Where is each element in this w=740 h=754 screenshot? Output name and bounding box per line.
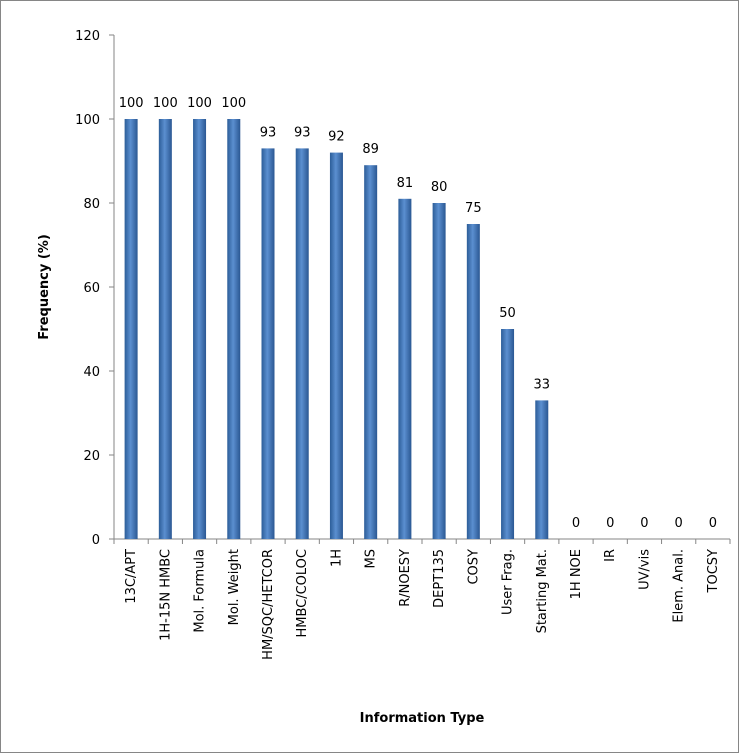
data-label: 93 bbox=[294, 125, 311, 140]
y-tick-label: 120 bbox=[75, 29, 100, 44]
x-tick-label: 1H NOE bbox=[569, 549, 584, 599]
x-tick-label: MS bbox=[364, 549, 379, 568]
bar bbox=[466, 224, 480, 539]
y-tick-label: 80 bbox=[83, 197, 100, 212]
data-label: 33 bbox=[534, 377, 551, 392]
x-tick-label: COSY bbox=[466, 549, 481, 585]
data-label: 75 bbox=[465, 201, 482, 216]
x-tick-label: Mol. Weight bbox=[227, 549, 242, 625]
x-tick-label: Mol. Formula bbox=[193, 549, 208, 633]
bar bbox=[398, 198, 412, 540]
bar bbox=[227, 119, 241, 539]
data-label: 100 bbox=[187, 96, 212, 111]
x-tick-label: User Frag. bbox=[501, 549, 516, 615]
x-tick-label: Elem. Anal. bbox=[672, 549, 687, 623]
x-tick-label: UV/vis bbox=[637, 549, 652, 590]
data-label: 89 bbox=[362, 142, 379, 157]
data-label: 93 bbox=[260, 125, 277, 140]
bar bbox=[364, 165, 378, 539]
x-axis-title: Information Type bbox=[360, 711, 485, 726]
data-label: 100 bbox=[119, 96, 144, 111]
data-label: 100 bbox=[153, 96, 178, 111]
x-tick-label: 1H-15N HMBC bbox=[158, 549, 173, 641]
data-label: 81 bbox=[397, 176, 414, 191]
bar bbox=[158, 119, 172, 539]
data-label: 0 bbox=[675, 516, 683, 531]
y-tick-label: 60 bbox=[83, 281, 100, 296]
bar bbox=[535, 400, 549, 539]
bar bbox=[193, 119, 207, 539]
bar bbox=[261, 148, 275, 539]
x-tick-label: IR bbox=[603, 549, 618, 562]
data-label: 80 bbox=[431, 180, 448, 195]
data-label: 50 bbox=[499, 306, 516, 321]
y-tick-label: 0 bbox=[92, 533, 100, 548]
x-tick-label: 1H bbox=[329, 549, 344, 567]
bar bbox=[501, 329, 515, 539]
x-tick-label: DEPT135 bbox=[432, 549, 447, 608]
x-tick-label: 13C/APT bbox=[124, 549, 139, 604]
y-tick-label: 40 bbox=[83, 365, 100, 380]
bar bbox=[329, 152, 343, 539]
data-label: 92 bbox=[328, 130, 345, 145]
x-tick-label: R/NOESY bbox=[398, 549, 413, 607]
y-tick-label: 100 bbox=[75, 113, 100, 128]
y-axis-title: Frequency (%) bbox=[37, 234, 52, 340]
data-label: 0 bbox=[709, 516, 717, 531]
bar bbox=[432, 203, 446, 539]
bar bbox=[124, 119, 138, 539]
x-tick-label: HMBC/COLOC bbox=[295, 549, 310, 638]
x-tick-label: Starting Mat. bbox=[535, 549, 550, 633]
data-label: 100 bbox=[221, 96, 246, 111]
data-label: 0 bbox=[572, 516, 580, 531]
data-label: 0 bbox=[606, 516, 614, 531]
y-tick-label: 20 bbox=[83, 449, 100, 464]
data-label: 0 bbox=[640, 516, 648, 531]
bar bbox=[295, 148, 309, 539]
x-tick-label: TOCSY bbox=[706, 549, 721, 594]
x-tick-label: HM/SQC/HETCOR bbox=[261, 549, 276, 660]
